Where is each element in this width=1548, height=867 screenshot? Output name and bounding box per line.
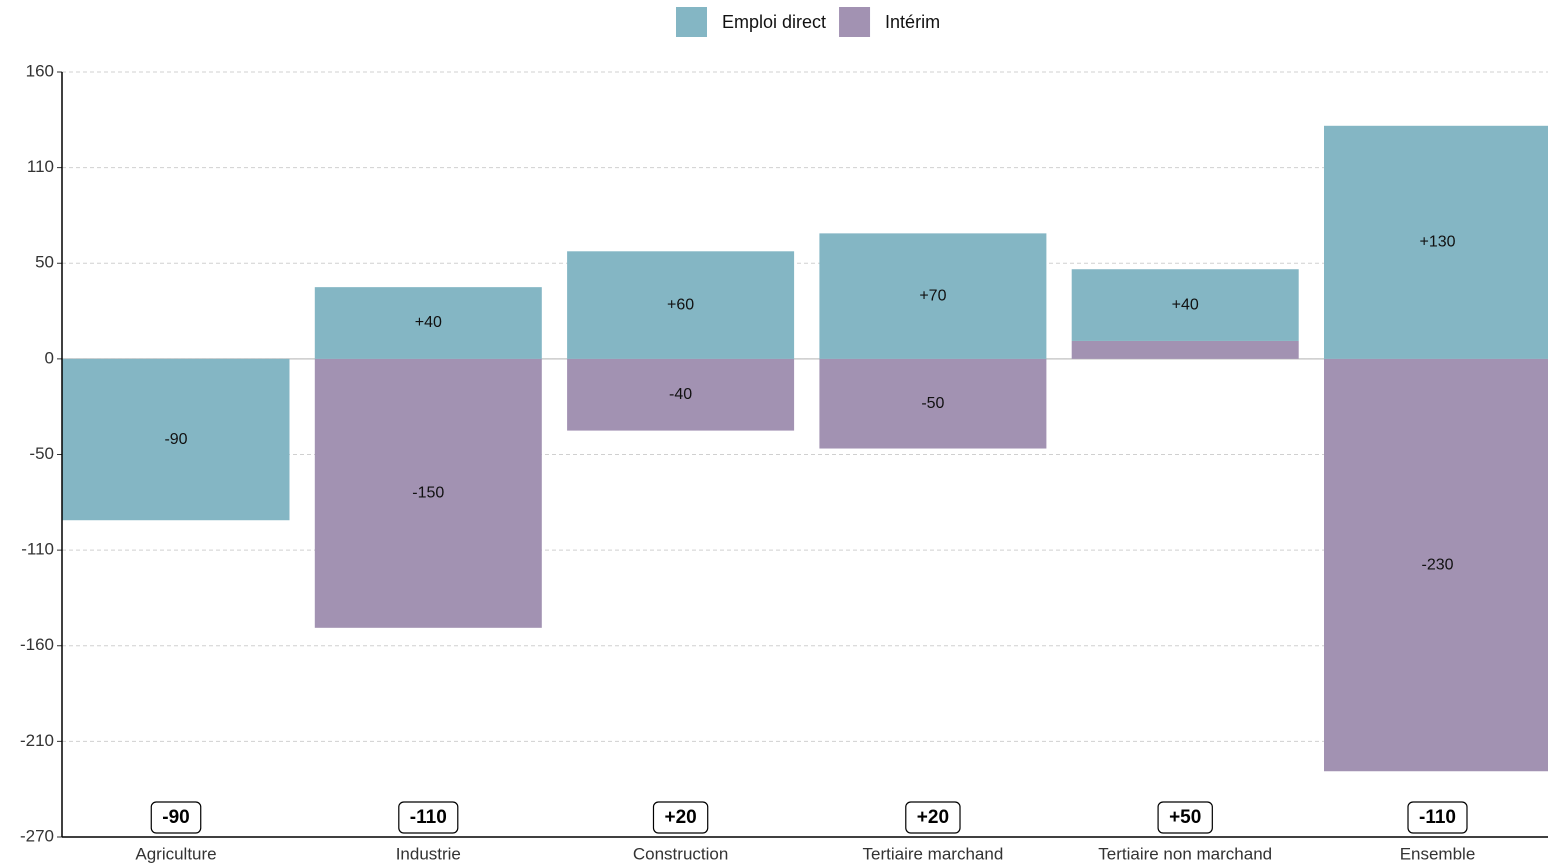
y-tick-label: -210: [20, 731, 54, 750]
value-label: +40: [1172, 296, 1199, 313]
bar: [567, 251, 795, 359]
y-tick-label: -270: [20, 826, 54, 845]
total-label: +20: [664, 807, 696, 828]
y-tick-label: -160: [20, 635, 54, 654]
x-tick-label: Agriculture: [135, 844, 216, 863]
value-label: -90: [164, 431, 187, 448]
bar: [314, 287, 542, 359]
total-box: +50: [1157, 801, 1213, 834]
legend-swatch: [839, 7, 871, 37]
value-label: -230: [1421, 556, 1453, 573]
y-tick-label: 110: [27, 157, 54, 176]
x-tick-label: Ensemble: [1400, 844, 1476, 863]
y-tick-label: 50: [35, 253, 54, 272]
total-frame: [1407, 801, 1468, 834]
y-tick-label: -110: [21, 540, 54, 559]
total-box: -90: [150, 801, 202, 834]
bar: [819, 233, 1047, 359]
value-label: -150: [412, 485, 444, 502]
bar: [1071, 340, 1299, 359]
total-box: +20: [652, 801, 709, 834]
total-label: -110: [410, 807, 447, 828]
legend-label: Intérim: [885, 12, 940, 32]
bar: [819, 358, 1047, 449]
value-label: -40: [669, 386, 692, 403]
y-tick-label: 0: [45, 348, 54, 367]
x-tick-label: Tertiaire non marchand: [1098, 844, 1272, 863]
total-frame: [652, 801, 709, 834]
total-frame: [150, 801, 202, 834]
bar: [62, 358, 290, 521]
x-tick-label: Tertiaire marchand: [863, 844, 1004, 863]
total-frame: [1157, 801, 1213, 834]
bar: [314, 358, 542, 628]
value-label: +60: [667, 296, 694, 313]
bar: [1324, 358, 1548, 772]
y-tick-label: 160: [26, 61, 54, 80]
x-tick-label: Industrie: [396, 844, 461, 863]
total-box: -110: [1407, 801, 1468, 834]
value-label: +130: [1419, 234, 1455, 251]
value-label: +70: [919, 287, 946, 304]
value-label: -50: [921, 395, 944, 412]
total-label: +50: [1169, 807, 1201, 828]
total-label: +20: [917, 807, 949, 828]
total-label: -90: [162, 807, 189, 828]
total-frame: [905, 801, 961, 834]
y-tick-label: -50: [29, 444, 54, 463]
total-label: -110: [1419, 807, 1456, 828]
bar: [567, 358, 795, 431]
total-frame: [398, 801, 459, 834]
total-box: +20: [905, 801, 961, 834]
bar: [1324, 125, 1548, 359]
legend-swatch: [676, 7, 707, 37]
bar: [1071, 269, 1299, 341]
legend-label: Emploi direct: [722, 12, 826, 32]
x-tick-label: Construction: [633, 844, 728, 863]
value-label: +40: [415, 314, 442, 331]
total-box: -110: [398, 801, 459, 834]
